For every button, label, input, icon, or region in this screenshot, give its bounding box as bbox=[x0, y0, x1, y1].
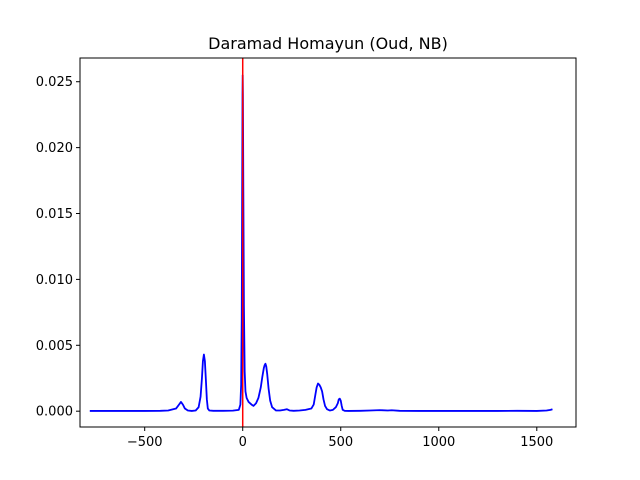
series-line-0 bbox=[89, 74, 553, 412]
x-tick-label: 1500 bbox=[520, 435, 553, 450]
x-axis: −500 0 500 1000 1500 bbox=[127, 427, 553, 450]
plot-area bbox=[89, 58, 553, 427]
y-tick-label: 0.000 bbox=[36, 405, 73, 420]
y-axis: 0.000 0.005 0.010 0.015 0.020 0.025 bbox=[36, 75, 80, 420]
x-tick-label: 500 bbox=[328, 435, 353, 450]
x-tick-label: 1000 bbox=[422, 435, 455, 450]
axes-frame bbox=[79, 57, 577, 428]
y-tick-label: 0.020 bbox=[36, 141, 73, 156]
y-tick-label: 0.025 bbox=[36, 75, 73, 90]
x-tick-label: 0 bbox=[239, 435, 247, 450]
chart-title: Daramad Homayun (Oud, NB) bbox=[208, 34, 448, 53]
x-tick-label: −500 bbox=[127, 435, 163, 450]
y-tick-label: 0.015 bbox=[36, 207, 73, 222]
y-tick-label: 0.010 bbox=[36, 273, 73, 288]
y-tick-label: 0.005 bbox=[36, 339, 73, 354]
